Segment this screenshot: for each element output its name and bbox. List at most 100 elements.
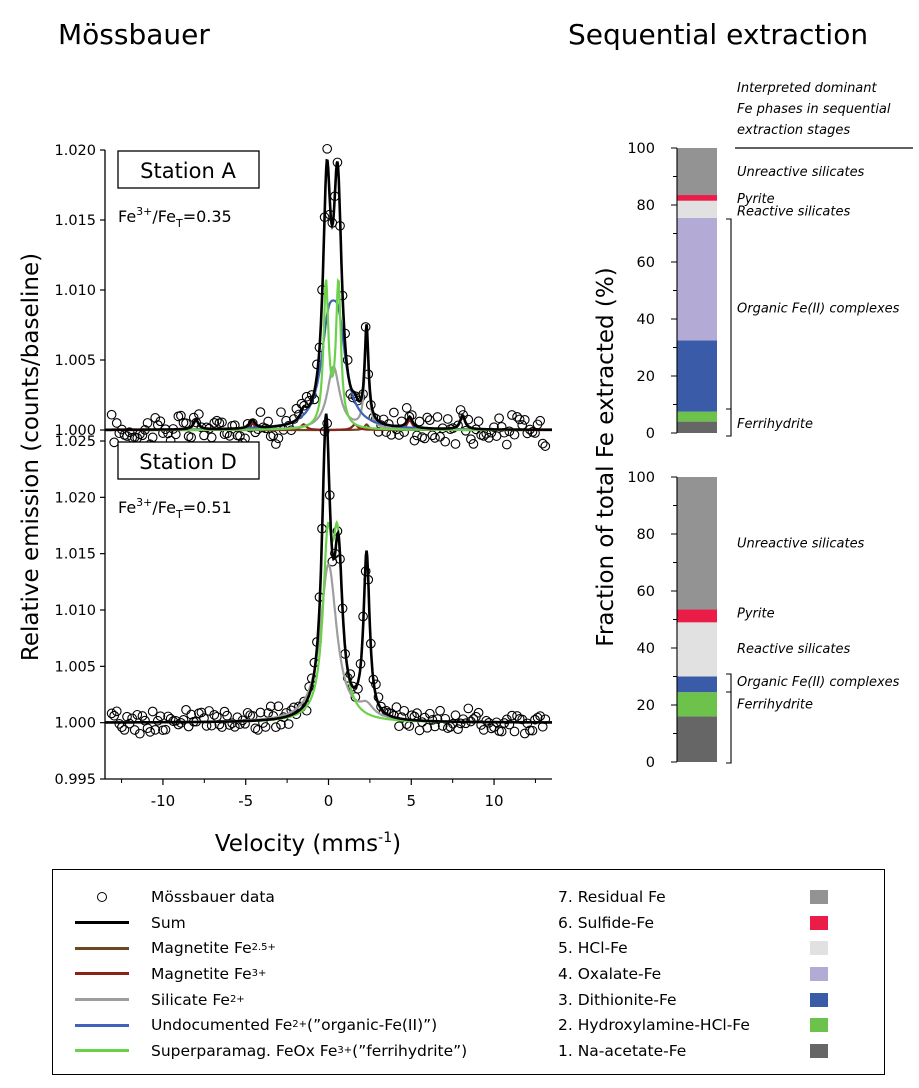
y-tick-label: 1.000	[54, 423, 96, 439]
y-tick-label: 1.005	[54, 353, 96, 369]
data-point	[483, 432, 494, 443]
data-point	[150, 413, 161, 423]
line-swatch	[71, 972, 133, 976]
legend-item: 3. Dithionite-Fe	[558, 987, 828, 1013]
legend-label: 4. Oxalate-Fe	[558, 964, 662, 983]
legend-item: Sum	[71, 910, 467, 936]
data-point	[183, 721, 194, 732]
swatch-mark	[75, 946, 129, 950]
data-point	[322, 143, 333, 154]
data-point	[537, 438, 548, 449]
fe-ratio-part: T	[175, 508, 183, 521]
legend-item: 5. HCl-Fe	[558, 935, 828, 961]
data-point	[217, 417, 227, 428]
fe-ratio-part: 3+	[136, 205, 152, 218]
extraction-bar-station-a: 0 20 40 60 80 100 Unreactive silicates PyriteRe…	[627, 141, 899, 442]
data-point	[152, 715, 163, 726]
data-point	[265, 701, 276, 712]
data-point	[129, 725, 140, 735]
swatch-mark	[75, 1023, 129, 1027]
data-point	[432, 412, 443, 422]
mossbauer-panel-a: 1.000 1.005 1.010 1.015 1.020 Station A Fe3+/F…	[54, 143, 552, 451]
data-point	[181, 705, 191, 715]
swatch-mark	[75, 1049, 129, 1053]
data-point	[453, 724, 463, 735]
phase-annotation: Ferrihydrite	[737, 417, 813, 432]
legend-item: Superparamag. FeOx Fe 3+ (”ferrihydrite”)	[71, 1038, 467, 1064]
bar-y-tick-label: 40	[637, 312, 655, 328]
bar-y-tick-label: 60	[637, 584, 655, 600]
legend-item: Silicate Fe 2+	[71, 987, 467, 1013]
data-point	[501, 439, 512, 450]
phase-annotation: Reactive silicates	[737, 205, 850, 220]
bar-segment	[677, 340, 717, 412]
extraction-bar-station-d: 0 20 40 60 80 100 Unreactive silicates Pyrite Re…	[627, 470, 899, 771]
data-point	[132, 709, 143, 720]
y-tick-label: 1.010	[54, 283, 96, 299]
station-label: Station D	[117, 441, 260, 480]
bar-y-tick-label: 80	[637, 527, 655, 543]
data-point	[540, 441, 551, 451]
data-point	[427, 430, 438, 441]
legend-label: 5. HCl-Fe	[558, 939, 628, 958]
legend-label: 3. Dithionite-Fe	[558, 990, 677, 1009]
y-tick-label: 1.015	[54, 547, 96, 563]
bar-segment	[677, 200, 717, 218]
x-tick-label: -10	[151, 792, 176, 810]
bar-y-tick-label: 80	[637, 198, 655, 214]
bar-segment	[677, 411, 717, 422]
fe-ratio-label: Fe3+/FeT=0.51	[118, 496, 232, 521]
phase-annotation: Pyrite	[737, 192, 775, 207]
y-tick-label: 1.020	[54, 490, 96, 506]
legend-label: 1. Na-acetate-Fe	[558, 1041, 687, 1060]
data-point	[160, 724, 171, 735]
line-swatch	[71, 1023, 133, 1027]
data-point	[142, 418, 153, 428]
fe-ratio-part: 3+	[136, 496, 152, 509]
legend-item: 4. Oxalate-Fe	[558, 961, 828, 987]
fe-ratio-part: T	[175, 217, 183, 230]
data-point	[209, 709, 220, 720]
legend-label: Magnetite Fe	[151, 939, 252, 958]
data-point	[271, 722, 281, 733]
data-point	[147, 706, 158, 717]
data-point	[473, 416, 484, 427]
legend-label: 2. Hydroxylamine-HCl-Fe	[558, 1016, 750, 1035]
phase-annotation: Reactive silicates	[737, 642, 850, 657]
data-point	[119, 725, 130, 735]
mossbauer-y-axis-label: Relative emission (counts/baseline)	[18, 253, 44, 661]
data-point	[414, 416, 425, 427]
swatch-mark	[75, 972, 129, 976]
data-point	[535, 415, 546, 426]
phase-annotation: Organic Fe(II) complexes	[737, 675, 900, 690]
data-point	[473, 707, 484, 718]
bar-segment	[677, 421, 717, 433]
data-point	[422, 412, 433, 423]
sequential-y-axis-label: Fraction of total Fe extracted (%)	[593, 267, 619, 646]
data-point	[530, 714, 540, 725]
legend-label-tail: (”ferrihydrite”)	[352, 1041, 468, 1060]
data-point	[106, 409, 117, 420]
data-point	[106, 708, 117, 719]
data-point	[514, 414, 525, 425]
x-label-sup: -1	[378, 830, 392, 846]
data-point	[424, 708, 435, 719]
data-point	[271, 439, 281, 449]
bracket-organic-d	[726, 673, 732, 693]
data-point	[155, 711, 166, 722]
data-point	[196, 707, 207, 718]
data-point	[194, 409, 204, 419]
phase-annotation: Ferrihydrite	[737, 698, 813, 713]
bar-segment	[677, 716, 717, 762]
fe-ratio-part: =0.51	[183, 498, 232, 517]
data-point	[111, 706, 122, 717]
data-point	[134, 728, 145, 739]
line-swatch	[71, 998, 133, 1002]
station-label-text: Station A	[140, 159, 236, 183]
legend-item: Undocumented Fe 2+ (”organic-Fe(II)”)	[71, 1012, 467, 1038]
data-point	[276, 407, 286, 418]
legend-label: Undocumented Fe	[151, 1016, 293, 1035]
swatch-mark	[75, 921, 129, 925]
data-point	[399, 705, 410, 716]
